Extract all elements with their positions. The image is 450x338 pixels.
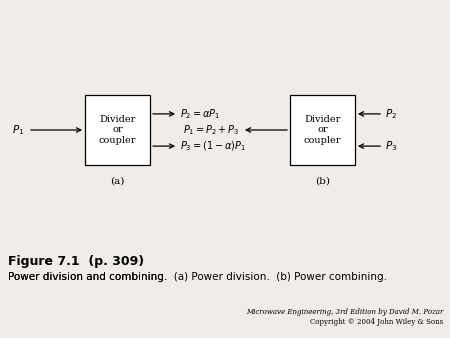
Text: Power division and combining.: Power division and combining. — [8, 272, 174, 282]
Text: $P_1$: $P_1$ — [12, 123, 24, 137]
Text: Copyright © 2004 John Wiley & Sons: Copyright © 2004 John Wiley & Sons — [310, 318, 443, 326]
Text: (a): (a) — [110, 176, 125, 186]
Text: Divider
or
coupler: Divider or coupler — [99, 115, 136, 145]
Bar — [85, 95, 150, 165]
Text: $P_3 = (1-\alpha)P_1$: $P_3 = (1-\alpha)P_1$ — [180, 139, 246, 153]
Text: Power division and combining.  (a) Power division.  (b) Power combining.: Power division and combining. (a) Power … — [8, 272, 387, 282]
Text: Divider
or
coupler: Divider or coupler — [304, 115, 341, 145]
Text: $P_1 = P_2 + P_3$: $P_1 = P_2 + P_3$ — [183, 123, 240, 137]
Text: Figure 7.1  (p. 309): Figure 7.1 (p. 309) — [8, 255, 144, 268]
Text: $P_3$: $P_3$ — [385, 139, 397, 153]
Text: Power division and combining.  ’: Power division and combining. ’ — [8, 272, 177, 282]
Bar — [290, 95, 355, 165]
Text: $P_2$: $P_2$ — [385, 107, 397, 121]
Text: (b): (b) — [315, 176, 330, 186]
Text: $P_2 = \alpha P_1$: $P_2 = \alpha P_1$ — [180, 107, 220, 121]
Text: Microwave Engineering, 3rd Edition by David M. Pozar: Microwave Engineering, 3rd Edition by Da… — [246, 308, 443, 316]
